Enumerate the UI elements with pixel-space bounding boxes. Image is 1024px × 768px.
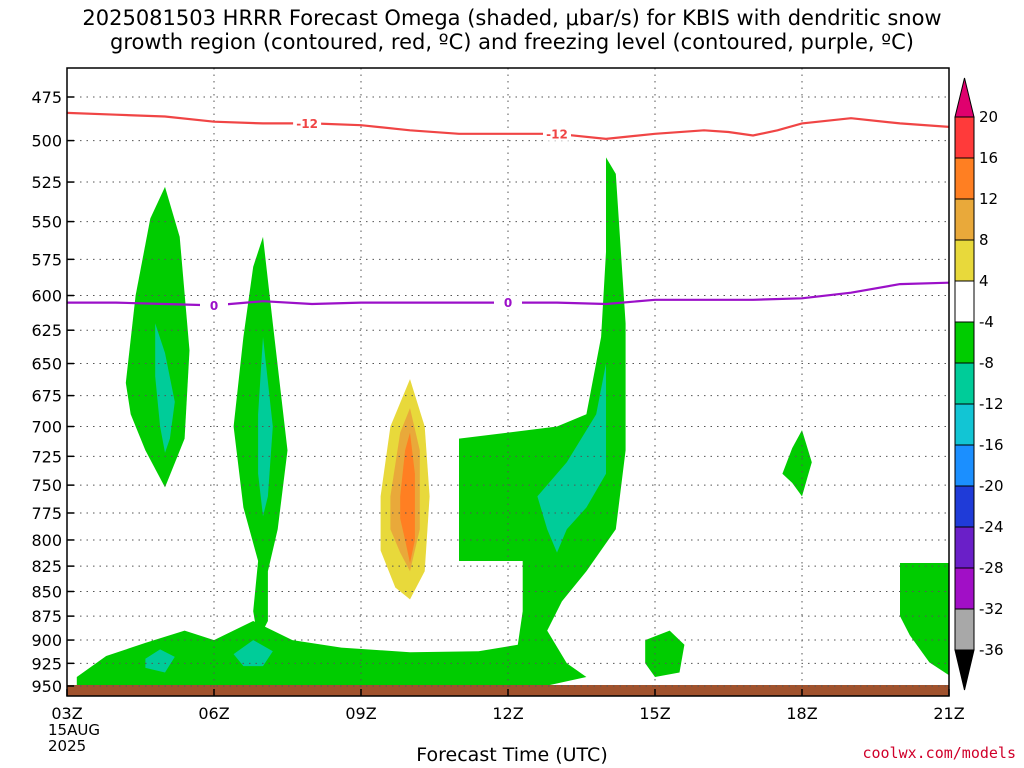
colorbar-label: -20 (979, 477, 1004, 495)
colorbar-label: -24 (979, 518, 1004, 536)
omega-yellow-15z (650, 281, 685, 465)
y-tick-label: 750 (31, 476, 62, 495)
y-tick-label: 825 (31, 557, 62, 576)
omega-green-15z (645, 630, 685, 677)
colorbar-label: -36 (979, 641, 1004, 659)
colorbar-label: 8 (979, 231, 989, 249)
colorbar-swatch (954, 157, 975, 200)
start-date-day: 15AUG (48, 721, 100, 739)
snow-growth-region-label-bg (293, 116, 322, 131)
x-tick-label: 21Z (933, 704, 964, 723)
y-tick-label: 600 (31, 287, 62, 306)
omega-shaded-fields (76, 78, 949, 688)
omega-colorbar: 20 16 12 8 4 -4 -8 -12 -16 -20 -24 -28 -32 -36 (954, 77, 1004, 691)
colorbar-swatch (954, 362, 975, 405)
colorbar-label: -28 (979, 559, 1004, 577)
omega-green-18z (782, 430, 812, 497)
chart-title: 2025081503 HRRR Forecast Omega (shaded, … (0, 6, 1024, 54)
y-tick-label: 675 (31, 387, 62, 406)
omega-yellow-14z (601, 601, 611, 619)
y-tick-label: 625 (31, 321, 62, 340)
snow-growth-region-label: -12 (546, 127, 568, 141)
y-tick-label: 850 (31, 582, 62, 601)
y-tick-label: 700 (31, 418, 62, 437)
y-tick-label: 575 (31, 250, 62, 269)
y-tick-label: 875 (31, 607, 62, 626)
colorbar-top-triangle (954, 77, 975, 118)
colorbar-label: -4 (979, 313, 994, 331)
colorbar-label: 12 (979, 190, 998, 208)
freezing-level-label: 0 (504, 296, 512, 310)
x-tick-label: 03Z (51, 704, 82, 723)
freezing-level-label-bg (200, 298, 228, 313)
colorbar-swatch (954, 198, 975, 241)
colorbar-swatch (954, 239, 975, 282)
y-axis-ticks: 475 500 525 550 575 600 625 650 675 700 725 750 775 8… (31, 88, 74, 696)
x-tick-label: 12Z (492, 704, 523, 723)
y-tick-label: 550 (31, 213, 62, 232)
colorbar-label: -16 (979, 436, 1004, 454)
omega-teal-13z (537, 363, 606, 553)
omega-teal-07z-low (233, 640, 273, 667)
y-tick-label: 950 (31, 677, 62, 696)
x-tick-label: 15Z (639, 704, 670, 723)
title-line-1: 2025081503 HRRR Forecast Omega (shaded, … (82, 6, 942, 30)
omega-green-low (76, 157, 626, 688)
freezing-level-label: 0 (210, 299, 218, 313)
site-credit-link[interactable]: coolwx.com/models (862, 744, 1016, 762)
colorbar-swatch (954, 321, 975, 364)
omega-teal-05z-low (145, 649, 175, 673)
y-tick-label: 900 (31, 631, 62, 650)
y-tick-label: 475 (31, 88, 62, 107)
colorbar-swatch (954, 608, 975, 651)
x-tick-label: 09Z (345, 704, 376, 723)
colorbar-swatch (954, 280, 975, 323)
colorbar-swatch (954, 403, 975, 446)
colorbar-label: 4 (979, 272, 989, 290)
omega-yellow-12z (498, 78, 572, 313)
x-axis-title: Forecast Time (UTC) (416, 744, 608, 766)
title-line-2: growth region (contoured, red, ºC) and f… (110, 30, 914, 54)
omega-yellow-06z (204, 531, 229, 590)
y-tick-label: 500 (31, 132, 62, 151)
omega-green-21z (900, 563, 949, 676)
x-axis-ticks: 03Z 06Z 09Z 12Z 15Z 18Z 21Z (51, 689, 965, 723)
colorbar-label: 20 (979, 108, 998, 126)
start-date-label: 15AUG 2025 (48, 722, 100, 754)
colorbar-swatch (954, 485, 975, 528)
start-date-year: 2025 (48, 737, 87, 755)
colorbar-label: -32 (979, 600, 1004, 618)
omega-yellow-21z (924, 330, 949, 402)
omega-teal-07z (258, 337, 273, 517)
snow-growth-region-label: -12 (296, 117, 318, 131)
freezing-level-label-bg (494, 295, 522, 310)
colorbar-swatch (954, 526, 975, 569)
colorbar-label: 16 (979, 149, 998, 167)
omega-teal-05z (155, 323, 175, 453)
colorbar-swatch (954, 567, 975, 610)
y-tick-label: 650 (31, 355, 62, 374)
colorbar-swatch (954, 116, 975, 159)
colorbar-label: -8 (979, 354, 994, 372)
colorbar-bottom-triangle (954, 649, 975, 691)
grid-lines (67, 68, 950, 696)
y-tick-label: 525 (31, 173, 62, 192)
x-tick-label: 18Z (786, 704, 817, 723)
colorbar-label: -12 (979, 395, 1004, 413)
x-tick-label: 06Z (198, 704, 229, 723)
omega-red-10z (400, 432, 415, 563)
y-tick-label: 800 (31, 531, 62, 550)
snow-growth-region-label-bg (543, 126, 571, 141)
colorbar-swatch (954, 444, 975, 487)
y-tick-label: 775 (31, 504, 62, 523)
y-tick-label: 925 (31, 654, 62, 673)
temperature-contours: -12 -12 0 0 (67, 111, 949, 313)
y-tick-label: 725 (31, 447, 62, 466)
